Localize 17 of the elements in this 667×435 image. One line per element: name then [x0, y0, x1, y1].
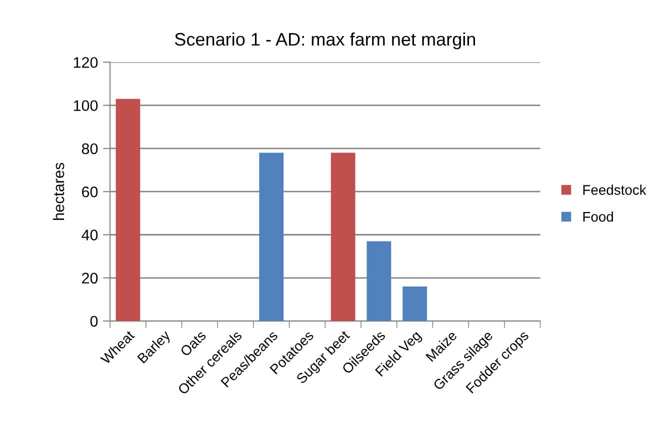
bar	[330, 152, 356, 322]
bar	[259, 152, 284, 322]
y-tick-label: 80	[82, 143, 98, 154]
x-tick-label: Oats	[180, 330, 207, 357]
legend-label: Food	[583, 212, 613, 222]
y-tick-label: 40	[82, 230, 98, 240]
bar	[366, 241, 392, 322]
bar	[116, 98, 140, 322]
y-tick-label: 100	[74, 100, 98, 112]
legend-label: Feedstock	[583, 184, 646, 195]
y-tick-label: 0	[90, 316, 98, 327]
y-tick-label: 60	[82, 186, 98, 198]
chart-title: Scenario 1 - AD: max farm net margin	[174, 32, 476, 50]
y-tick-label: 120	[74, 57, 98, 68]
y-tick-label: 20	[82, 272, 98, 284]
bar	[402, 286, 427, 322]
y-axis-title: hectares	[52, 162, 64, 220]
